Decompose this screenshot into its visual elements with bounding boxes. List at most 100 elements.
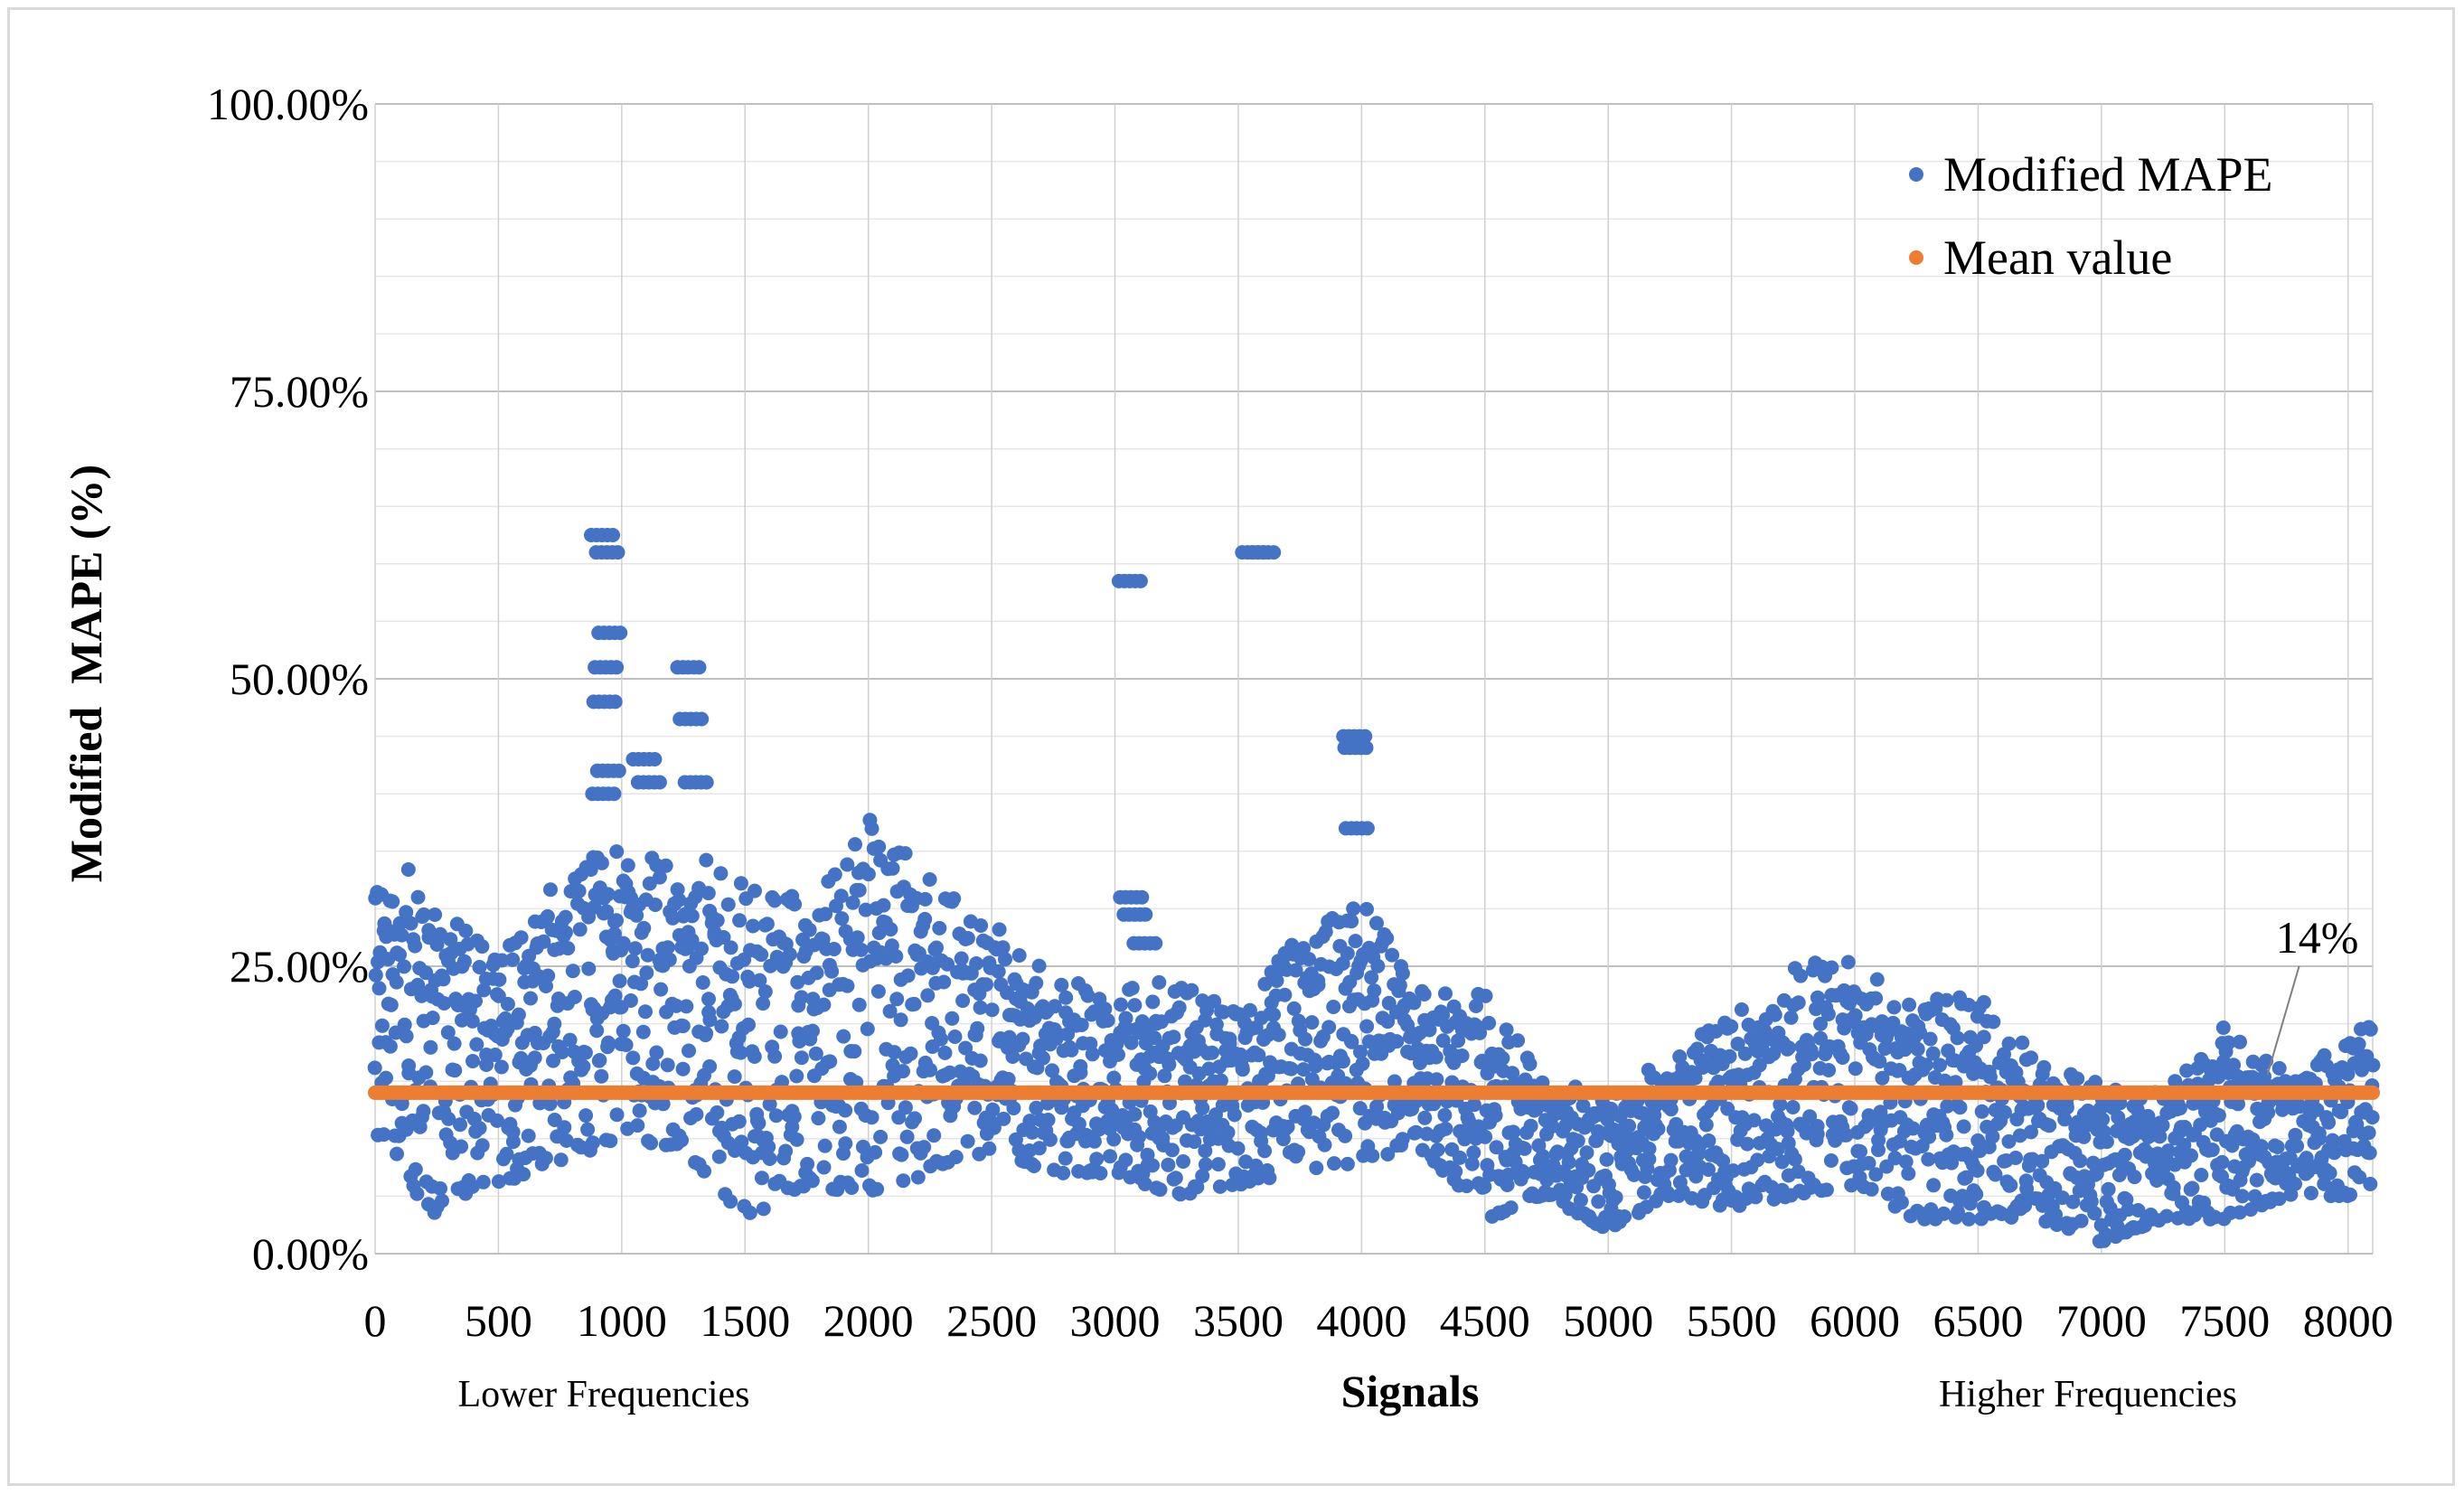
- data-point: [511, 1007, 526, 1022]
- data-point: [816, 1160, 832, 1175]
- data-point: [435, 1193, 449, 1208]
- data-point: [645, 1056, 661, 1071]
- data-point: [578, 1108, 594, 1124]
- data-point: [838, 1103, 853, 1118]
- data-point: [543, 882, 558, 898]
- data-point: [1344, 914, 1359, 929]
- data-point: [1722, 1048, 1737, 1064]
- data-point: [1195, 1169, 1210, 1183]
- data-point: [599, 904, 615, 919]
- data-point: [466, 1054, 480, 1068]
- data-point: [675, 1061, 691, 1077]
- data-point: [2211, 1108, 2226, 1123]
- data-point: [1309, 1161, 1324, 1176]
- data-point: [2008, 1151, 2023, 1165]
- data-point: [397, 959, 411, 974]
- data-point: [917, 1140, 932, 1155]
- data-point: [674, 1133, 689, 1148]
- data-point: [864, 821, 879, 836]
- data-point: [390, 1146, 404, 1161]
- data-point: [883, 922, 898, 937]
- data-point: [447, 1063, 463, 1078]
- data-point: [1767, 1007, 1782, 1022]
- data-point: [958, 1040, 973, 1056]
- data-point: [1133, 573, 1148, 588]
- data-point: [607, 694, 623, 710]
- data-point: [389, 974, 404, 990]
- data-point: [2224, 1138, 2240, 1153]
- data-point: [500, 996, 515, 1011]
- data-point: [620, 858, 635, 873]
- data-point: [699, 775, 714, 790]
- data-point: [748, 883, 762, 898]
- data-point: [697, 1163, 711, 1179]
- data-point: [1937, 1073, 1952, 1088]
- data-point: [937, 1045, 953, 1060]
- data-point: [2168, 1074, 2183, 1089]
- data-point: [1058, 1151, 1073, 1166]
- data-point: [1438, 986, 1453, 1001]
- data-point: [1296, 941, 1312, 956]
- data-point: [2012, 1128, 2027, 1143]
- data-point: [973, 918, 989, 933]
- data-point: [1025, 1124, 1039, 1140]
- data-point: [1124, 981, 1140, 996]
- data-point: [910, 1170, 926, 1185]
- data-point: [907, 996, 922, 1011]
- data-point: [2363, 1177, 2378, 1191]
- data-point: [778, 1143, 794, 1159]
- data-point: [1774, 1154, 1790, 1170]
- data-point: [885, 860, 900, 876]
- data-point: [491, 1174, 506, 1189]
- data-point: [441, 1111, 456, 1126]
- data-point: [1277, 987, 1293, 1002]
- data-point: [1791, 995, 1806, 1011]
- data-point: [917, 911, 933, 926]
- data-point: [1522, 1057, 1538, 1072]
- data-point: [1976, 1030, 1991, 1045]
- data-point: [2099, 1134, 2114, 1150]
- data-point: [848, 837, 862, 852]
- data-point: [1058, 990, 1074, 1005]
- data-point: [932, 920, 947, 936]
- data-point: [694, 711, 710, 727]
- data-point: [747, 1049, 762, 1064]
- data-point: [699, 852, 714, 868]
- data-point: [1138, 907, 1153, 922]
- data-point: [1280, 1119, 1295, 1134]
- data-point: [973, 1053, 988, 1068]
- data-point: [613, 625, 628, 641]
- data-point: [2003, 1178, 2018, 1193]
- data-point: [1936, 1206, 1951, 1221]
- data-point: [1056, 1165, 1071, 1180]
- data-point: [761, 1139, 776, 1154]
- data-point: [1387, 1074, 1402, 1089]
- data-point: [609, 844, 625, 860]
- data-point: [487, 1048, 503, 1062]
- data-point: [920, 988, 936, 1003]
- data-point: [1810, 1126, 1825, 1142]
- x-note-right: Higher Frequencies: [1939, 1374, 2237, 1415]
- data-point: [2184, 1148, 2198, 1163]
- data-point: [1766, 1191, 1782, 1207]
- data-point: [2270, 1140, 2285, 1154]
- data-point: [816, 997, 832, 1012]
- data-point: [889, 992, 905, 1007]
- data-point: [2215, 1154, 2230, 1170]
- data-point: [733, 876, 748, 891]
- data-point: [1437, 1107, 1453, 1123]
- data-point: [611, 763, 626, 778]
- data-point: [1986, 1014, 2001, 1030]
- data-point: [710, 913, 725, 928]
- data-point: [2303, 1186, 2318, 1200]
- data-point: [571, 883, 587, 898]
- data-point: [891, 1110, 907, 1125]
- data-point: [1641, 1152, 1657, 1167]
- data-point: [2243, 1202, 2259, 1218]
- data-point: [2249, 1172, 2264, 1188]
- data-point: [979, 977, 993, 992]
- data-point: [1338, 1128, 1353, 1143]
- data-point: [850, 930, 865, 945]
- data-point: [558, 925, 573, 940]
- data-point: [1284, 1061, 1299, 1077]
